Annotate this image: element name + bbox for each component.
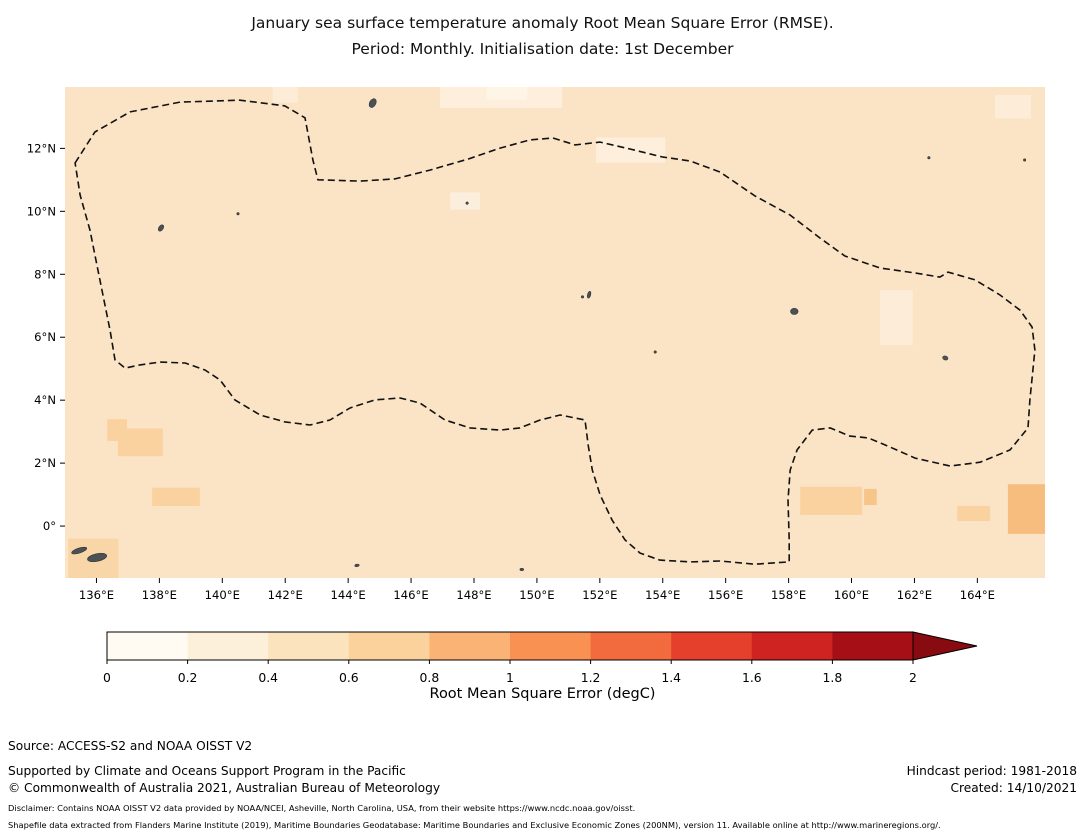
x-tick-label: 152°E [582,588,617,602]
islet-e-icon [519,567,524,571]
disclaimer-line1: Disclaimer: Contains NOAA OISST V2 data … [8,803,636,813]
island-group-sw-icon [71,546,88,555]
islet-f-icon [465,201,469,205]
islet-d-icon [354,563,360,567]
x-tick-label: 144°E [331,588,366,602]
colorbar-segment [268,632,350,660]
colorbar-segment [590,632,672,660]
y-tick-label: 6°N [34,330,56,344]
x-tick-label: 158°E [771,588,806,602]
colorbar: 0 0.2 0.4 0.6 0.8 1 1.2 1.4 1.6 1.8 2 [103,631,978,685]
x-tick-label: 140°E [205,588,240,602]
islet-g-icon [927,156,931,160]
rmse-patch [864,488,877,505]
source-text: Source: ACCESS-S2 and NOAA OISST V2 [8,739,253,753]
y-tick-label: 8°N [34,267,56,281]
rmse-patch [486,87,528,100]
colorbar-tick-label: 1.8 [823,670,843,685]
colorbar-arrow [912,631,978,661]
colorbar-segment [107,632,189,660]
rmse-patch [450,192,480,210]
colorbar-label: Root Mean Square Error (degC) [429,686,656,702]
island-yap-icon [158,224,164,232]
y-tick-label: 10°N [27,204,56,218]
island-group-sw2-icon [87,552,108,563]
colorbar-tick-label: 0.6 [339,670,359,685]
colorbar-tick-label: 1.6 [742,670,762,685]
colorbar-tick-label: 0.2 [178,670,198,685]
x-tick-label: 156°E [708,588,743,602]
x-tick-label: 146°E [393,588,428,602]
x-tick-label: 160°E [834,588,869,602]
created-text: Created: 14/10/2021 [950,781,1077,795]
rmse-patch [117,428,163,457]
colorbar-tick-label: 1.4 [661,670,681,685]
y-tick-label: 4°N [34,393,56,407]
colorbar-tick-label: 0.4 [258,670,278,685]
figure-title: January sea surface temperature anomaly … [0,10,1085,62]
figure-title-line2: Period: Monthly. Initialisation date: 1s… [351,40,734,58]
x-tick-label: 138°E [142,588,177,602]
rmse-patch [596,137,666,163]
x-tick-label: 142°E [268,588,303,602]
x-tick-label: 150°E [519,588,554,602]
rmse-patch [880,290,913,346]
rmse-patch [995,94,1031,119]
x-tick-label: 136°E [79,588,114,602]
colorbar-tick-label: 0 [103,670,111,685]
rmse-patch [272,87,298,103]
colorbar-segment [751,632,833,660]
islet-b-icon [580,295,584,299]
islet-c-icon [653,350,657,354]
x-tick-label: 148°E [456,588,491,602]
colorbar-tick-label: 2 [909,670,917,685]
colorbar-tick-label: 1 [506,670,514,685]
colorbar-segment [348,632,430,660]
copyright-text: © Commonwealth of Australia 2021, Austra… [8,781,441,795]
eez-boundary [74,99,1036,565]
map-canvas: 136°E 138°E 140°E 142°E 144°E 146°E 148°E 150°E… [27,87,1045,602]
hindcast-text: Hindcast period: 1981-2018 [906,764,1077,778]
island-guam-icon [368,98,377,108]
support-text: Supported by Climate and Oceans Support … [8,764,406,778]
x-tick-label: 154°E [645,588,680,602]
colorbar-segment [429,632,511,660]
rmse-patch [957,505,991,521]
colorbar-tick-label: 0.8 [420,670,440,685]
rmse-patch [800,486,863,515]
y-tick-label: 2°N [34,456,56,470]
y-tick-label: 0° [43,519,56,533]
colorbar-segment [510,632,592,660]
colorbar-segment [187,632,269,660]
island-kosrae-icon [942,355,949,361]
y-tick-label: 12°N [27,141,56,155]
island-chuuk-icon [587,290,592,299]
colorbar-tick-label: 1.2 [581,670,601,685]
rmse-patch [152,487,200,506]
figure-title-line1: January sea surface temperature anomaly … [251,14,834,32]
islet-a-icon [236,212,240,216]
colorbar-segment [832,632,914,660]
x-tick-label: 162°E [897,588,932,602]
x-tick-label: 164°E [960,588,995,602]
colorbar-segment [671,632,753,660]
rmse-patch [1007,484,1045,534]
islet-h-icon [1023,158,1027,162]
island-pohnpei-icon [790,307,799,315]
disclaimer-line2: Shapefile data extracted from Flanders M… [8,820,941,830]
